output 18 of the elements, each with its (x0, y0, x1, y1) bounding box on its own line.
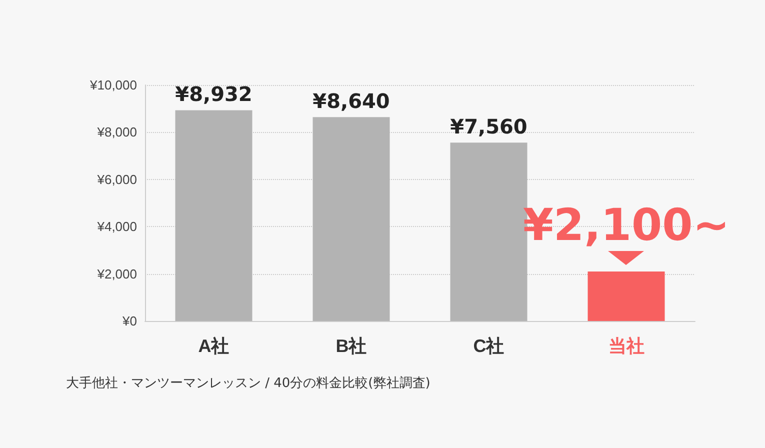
y-tick-label: ¥0 (122, 314, 137, 328)
y-tick-label: ¥6,000 (96, 172, 137, 187)
y-tick-label: ¥4,000 (96, 219, 137, 234)
data-label: ¥8,932 (175, 82, 252, 106)
data-label: ¥2,100~ (522, 200, 730, 251)
x-tick-label: C社 (473, 336, 504, 356)
y-tick-label: ¥8,000 (96, 124, 137, 140)
data-label: ¥8,640 (312, 89, 390, 114)
bar (588, 271, 665, 321)
y-tick-label: ¥10,000 (89, 78, 137, 92)
data-label: ¥7,560 (450, 114, 528, 139)
x-tick-label: 当社 (608, 336, 644, 356)
y-tick-label: ¥2,000 (96, 266, 137, 282)
x-tick-label: B社 (336, 336, 367, 356)
bar (175, 110, 252, 321)
text: 大手他社・マンツーマンレッスン / 40分の料金比較(弊社調査) (66, 375, 430, 392)
bar (312, 117, 390, 321)
x-tick-label: A社 (198, 336, 230, 356)
